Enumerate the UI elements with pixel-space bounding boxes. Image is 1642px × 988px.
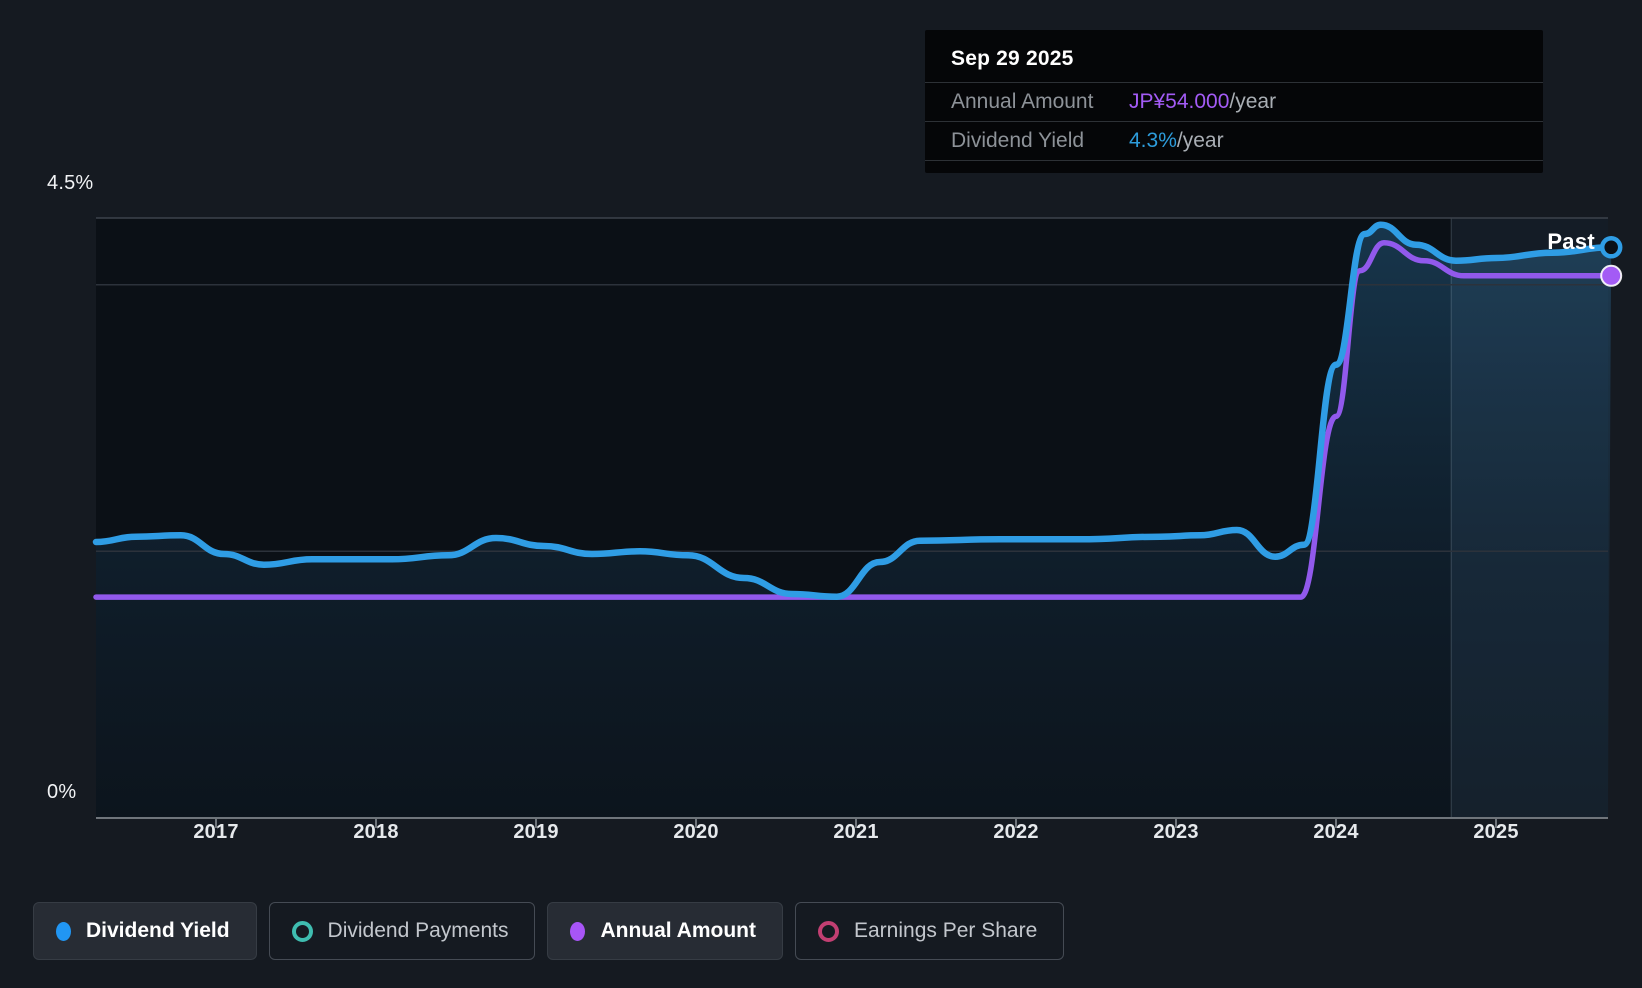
x-axis-label-2025: 2025 bbox=[1473, 821, 1519, 843]
past-highlight-band bbox=[1451, 218, 1608, 818]
legend-button-label: Dividend Payments bbox=[327, 919, 509, 942]
x-axis-label-2019: 2019 bbox=[513, 821, 559, 843]
legend-button-annual-amount[interactable]: Annual Amount bbox=[547, 902, 783, 960]
x-axis-label-2023: 2023 bbox=[1153, 821, 1199, 843]
x-axis-label-2021: 2021 bbox=[833, 821, 879, 843]
yield-area-fill bbox=[96, 224, 1612, 818]
ring-icon bbox=[291, 920, 313, 942]
past-annotation: Past bbox=[1547, 229, 1595, 254]
filled-dot-icon bbox=[56, 921, 71, 941]
dividend-yield-line bbox=[92, 221, 1615, 600]
tooltip-row-annual-amount: Annual Amount JP¥54.000/year bbox=[925, 82, 1543, 121]
y-axis-label-bottom: 0% bbox=[47, 781, 77, 803]
legend-button-earnings-per-share[interactable]: Earnings Per Share bbox=[795, 902, 1065, 960]
legend-button-label: Annual Amount bbox=[600, 919, 756, 942]
tooltip-date: Sep 29 2025 bbox=[951, 47, 1074, 70]
filled-dot-icon bbox=[570, 921, 586, 941]
tooltip-row-dividend-yield: Dividend Yield 4.3%/year bbox=[925, 121, 1543, 161]
x-axis-label-2024: 2024 bbox=[1313, 821, 1359, 843]
chart-legend: Dividend Yield Dividend Payments Annual Am… bbox=[33, 902, 1065, 960]
tooltip-row-label: Annual Amount bbox=[951, 90, 1094, 113]
legend-button-label: Earnings Per Share bbox=[854, 919, 1038, 942]
tooltip-row-suffix: /year bbox=[1176, 129, 1224, 152]
legend-button-dividend-yield[interactable]: Dividend Yield bbox=[33, 902, 257, 960]
x-axis-label-2017: 2017 bbox=[193, 821, 239, 843]
yield-end-marker bbox=[1599, 236, 1623, 259]
amount-end-marker bbox=[1600, 264, 1623, 287]
x-axis-label-2020: 2020 bbox=[673, 821, 719, 843]
tooltip-row-value: 4.3% bbox=[1129, 129, 1177, 152]
tooltip-rows: Annual Amount JP¥54.000/year Dividend Yiel… bbox=[925, 82, 1543, 161]
legend-button-label: Dividend Yield bbox=[86, 919, 230, 942]
tooltip-row-suffix: /year bbox=[1229, 90, 1277, 113]
legend-button-dividend-payments[interactable]: Dividend Payments bbox=[268, 902, 536, 960]
x-axis-label-2022: 2022 bbox=[993, 821, 1039, 843]
ring-icon bbox=[818, 920, 839, 942]
tooltip-row-value: JP¥54.000 bbox=[1129, 90, 1230, 113]
x-axis-label-2018: 2018 bbox=[353, 821, 399, 843]
chart-tooltip: Sep 29 2025 Annual Amount JP¥54.000/year D… bbox=[925, 30, 1543, 173]
annual-amount-line bbox=[93, 239, 1614, 600]
tooltip-row-label: Dividend Yield bbox=[951, 129, 1085, 152]
y-axis-label-top: 4.5% bbox=[47, 172, 94, 194]
